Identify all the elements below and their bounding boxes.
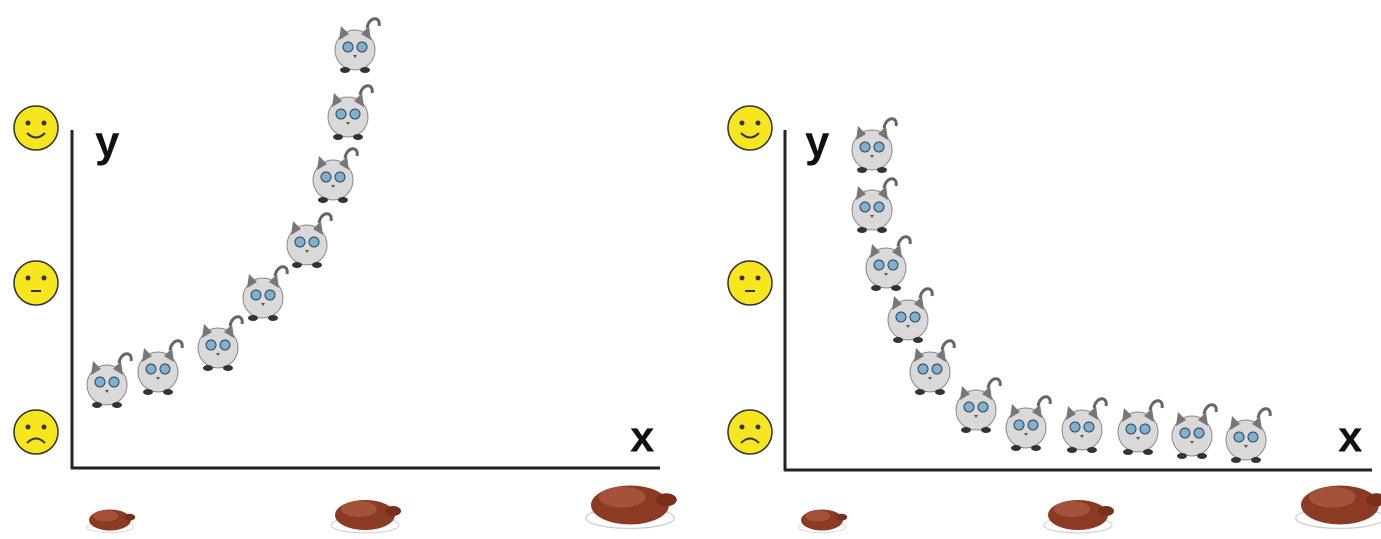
- face-mouth: [26, 437, 46, 444]
- mood-face: [13, 260, 59, 306]
- food-icon: [330, 499, 402, 534]
- cat-icon: [1004, 395, 1052, 453]
- x-axis-label: x: [630, 413, 655, 462]
- cat-icon: [1170, 403, 1218, 461]
- cat-icon: [1224, 407, 1272, 465]
- food-icon: [797, 509, 848, 533]
- mood-face: [727, 105, 773, 151]
- mood-face: [13, 105, 59, 151]
- cat-icon: [241, 265, 289, 323]
- cat-icon: [850, 117, 898, 175]
- cat-icon: [285, 212, 333, 270]
- cat-icon: [196, 315, 244, 373]
- cat-icon: [886, 287, 934, 345]
- mood-face: [727, 260, 773, 306]
- cat-icon: [1060, 397, 1108, 455]
- food-icon: [1043, 499, 1115, 534]
- y-axis-label: y: [805, 118, 830, 167]
- face-mouth: [740, 132, 760, 139]
- cat-icon: [326, 84, 374, 142]
- cat-icon: [85, 352, 133, 410]
- cat-icon: [850, 177, 898, 235]
- food-icon: [585, 484, 678, 530]
- mood-face: [13, 409, 59, 455]
- cat-icon: [954, 377, 1002, 435]
- cat-icon: [311, 147, 359, 205]
- cat-icon: [1116, 399, 1164, 457]
- x-axis-label: x: [1338, 413, 1363, 462]
- cat-icon: [864, 235, 912, 293]
- panel-left: y x: [70, 118, 660, 470]
- food-icon: [85, 509, 136, 533]
- face-mouth: [26, 132, 46, 139]
- face-mouth: [740, 437, 760, 444]
- y-axis-label: y: [95, 118, 120, 167]
- food-icon: [1295, 484, 1381, 530]
- cat-icon: [333, 17, 381, 75]
- cat-icon: [136, 339, 184, 397]
- mood-face: [727, 409, 773, 455]
- panel-right: y x: [783, 118, 1372, 472]
- cat-icon: [908, 339, 956, 397]
